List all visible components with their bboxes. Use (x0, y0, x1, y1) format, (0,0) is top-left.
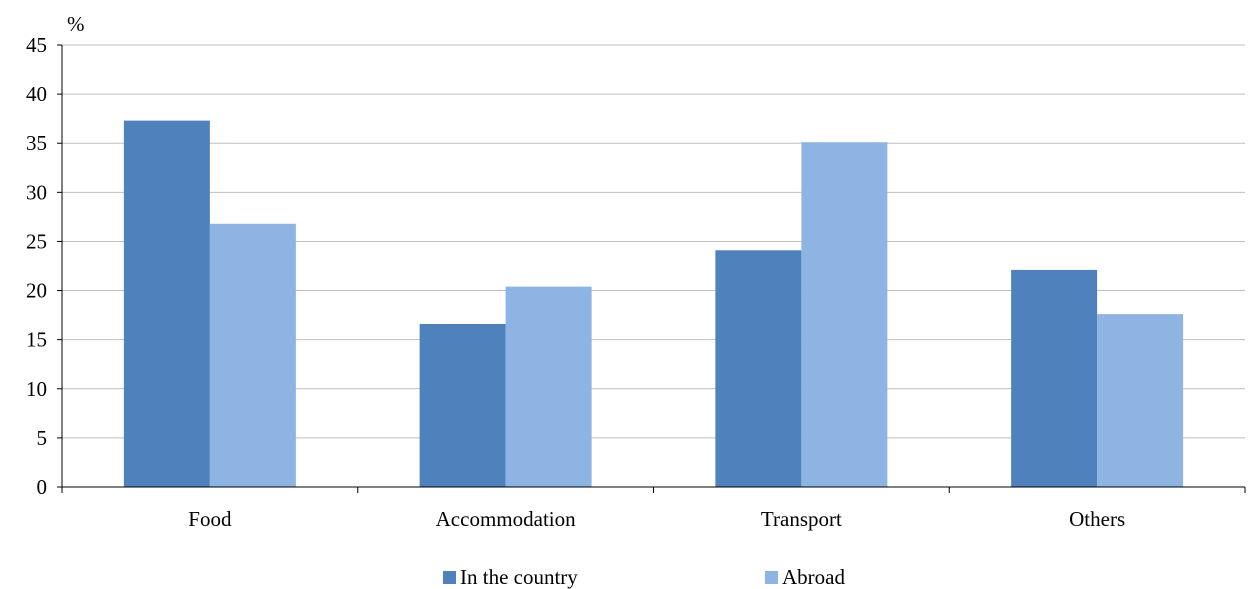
y-tick-label: 20 (26, 279, 47, 303)
x-category-label: Transport (761, 507, 842, 531)
y-tick-label: 40 (26, 82, 47, 106)
bar (123, 120, 210, 488)
y-axis-ticks: 0 5 10 15 20 25 30 35 40 45 (26, 33, 62, 499)
y-tick-label: 15 (26, 328, 47, 352)
legend-item: Abroad (765, 565, 845, 589)
y-tick-label: 10 (26, 377, 47, 401)
x-category-label: Others (1069, 507, 1125, 531)
bar (715, 250, 802, 487)
x-axis-categories: Food Accommodation Transport Others (188, 507, 1125, 531)
legend-swatch (765, 571, 778, 584)
bar (505, 286, 592, 487)
bar (209, 223, 296, 487)
axes (61, 45, 1246, 493)
x-category-label: Food (188, 507, 232, 531)
bar (1011, 269, 1098, 487)
legend-item: In the country (443, 565, 578, 589)
bar (1097, 314, 1184, 487)
y-tick-label: 25 (26, 229, 47, 253)
legend-label: In the country (460, 565, 578, 589)
y-tick-label: 5 (37, 426, 48, 450)
legend: In the country Abroad (443, 565, 845, 589)
legend-swatch (443, 571, 456, 584)
y-tick-label: 45 (26, 33, 47, 57)
legend-label: Abroad (782, 565, 845, 589)
bars (123, 120, 1184, 488)
x-category-label: Accommodation (436, 507, 576, 531)
y-tick-label: 35 (26, 131, 47, 155)
y-unit-label: % (67, 12, 85, 36)
bar (419, 323, 506, 487)
bar (801, 142, 888, 488)
y-tick-label: 30 (26, 180, 47, 204)
y-tick-label: 0 (37, 475, 48, 499)
